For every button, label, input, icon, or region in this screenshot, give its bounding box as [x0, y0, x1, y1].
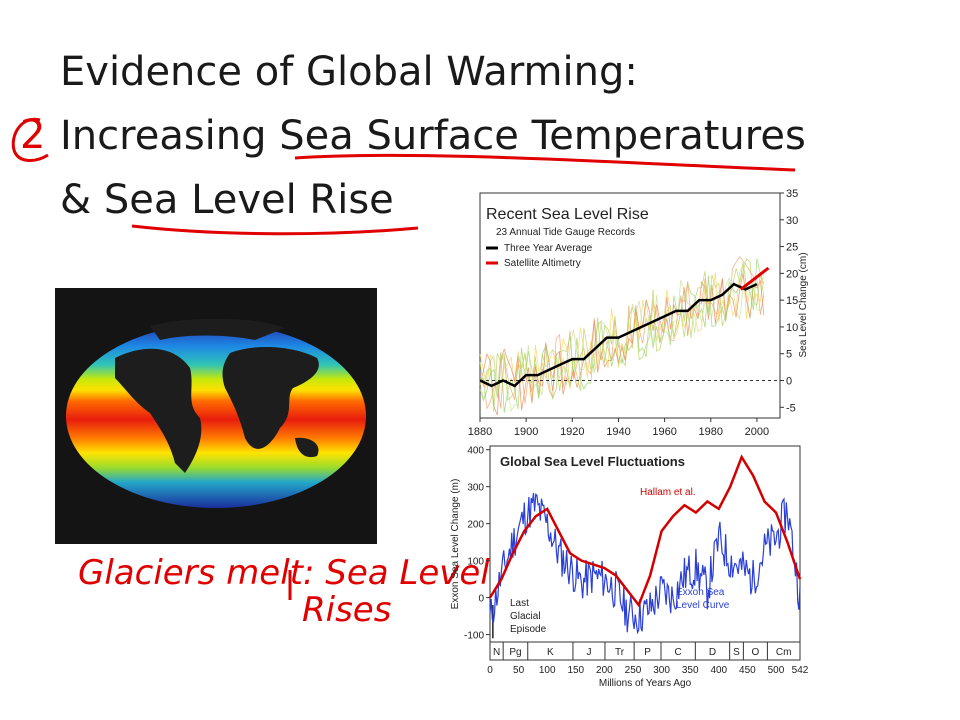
chart2-period-label: N — [493, 647, 500, 658]
chart1-ytick: 25 — [786, 242, 798, 254]
chart2-xtick: 350 — [682, 665, 699, 676]
chart2-period-label: J — [586, 647, 591, 658]
tide-gauge-record — [479, 277, 765, 413]
chart2-ytick: 100 — [467, 557, 484, 568]
handwritten-note-line2: Rises — [302, 590, 392, 630]
chart2-ytick: 300 — [467, 483, 484, 494]
chart1-xtick: 2000 — [745, 426, 769, 438]
chart2-label-exxon-1: Exxon Sea — [676, 587, 725, 598]
chart2-annot-3: Episode — [510, 624, 547, 635]
chart2-period-label: C — [675, 647, 682, 658]
title-line-1: Evidence of Global Warming: — [60, 49, 638, 95]
chart2-xtick: 542 — [792, 665, 809, 676]
chart1-legend-avg: Three Year Average — [504, 243, 593, 254]
series-satellite-altimetry — [739, 266, 770, 291]
chart2-xtick: 0 — [487, 665, 493, 676]
chart2-period-label: Pg — [509, 647, 521, 658]
chart2-xlabel: Millions of Years Ago — [599, 678, 692, 689]
chart2-xtick: 150 — [567, 665, 584, 676]
title-line-3: & Sea Level Rise — [60, 177, 394, 223]
chart2-period-label: O — [751, 647, 759, 658]
chart2-xtick: 100 — [539, 665, 556, 676]
chart1-title: Recent Sea Level Rise — [486, 206, 649, 223]
sea-surface-temperature-map — [55, 288, 377, 544]
chart2-period-label: Tr — [615, 647, 625, 658]
chart2-period-label: S — [733, 647, 740, 658]
chart2-period-label: P — [644, 647, 651, 658]
chart2-period-label: D — [709, 647, 716, 658]
chart1-legend-satellite: Satellite Altimetry — [504, 258, 581, 269]
chart2-annot-2: Glacial — [510, 611, 541, 622]
title-line-2: Increasing Sea Surface Temperatures — [60, 113, 806, 159]
chart1-ytick: 35 — [786, 188, 798, 200]
chart2-label-hallam: Hallam et al. — [640, 487, 696, 498]
tide-gauge-record — [479, 258, 765, 412]
chart1-xtick: 1960 — [652, 426, 676, 438]
chart1-xtick: 1980 — [699, 426, 723, 438]
chart2-xtick: 400 — [710, 665, 727, 676]
chart1-xtick: 1920 — [560, 426, 584, 438]
chart2-xtick: 50 — [513, 665, 525, 676]
chart2-ylabel: Exxon Sea Level Change (m) — [450, 479, 461, 610]
chart1-xtick: 1900 — [514, 426, 538, 438]
series-hallam-et-al — [488, 454, 802, 608]
chart1-ytick: 30 — [786, 215, 798, 227]
chart1-xtick: 1940 — [606, 426, 630, 438]
chart2-title: Global Sea Level Fluctuations — [500, 454, 685, 469]
chart2-label-exxon-2: Level Curve — [676, 600, 730, 611]
chart2-period-label: Cm — [776, 647, 792, 658]
chart2-xtick: 500 — [768, 665, 785, 676]
chart1-ytick: 15 — [786, 295, 798, 307]
chart2-xtick: 450 — [739, 665, 756, 676]
chart2-ytick: -100 — [464, 631, 484, 642]
annotation-numeral: 2 — [20, 112, 46, 158]
chart2-xtick: 250 — [625, 665, 642, 676]
chart2-annot-1: Last — [510, 598, 529, 609]
global-sea-level-fluctuations-chart: Global Sea Level Fluctuations Hallam et … — [450, 445, 809, 689]
chart1-ytick: 10 — [786, 322, 798, 334]
chart1-subtitle: 23 Annual Tide Gauge Records — [496, 227, 635, 238]
chart1-ytick: -5 — [786, 402, 796, 414]
chart2-ytick: 0 — [478, 594, 484, 605]
slide-title: Evidence of Global Warming: Increasing S… — [60, 40, 806, 232]
chart2-ytick: 200 — [467, 520, 484, 531]
chart2-ytick: 400 — [467, 446, 484, 457]
chart1-ylabel: Sea Level Change (cm) — [798, 252, 809, 357]
chart2-xtick: 300 — [653, 665, 670, 676]
recent-sea-level-rise-chart: Recent Sea Level Rise 23 Annual Tide Gau… — [468, 188, 809, 438]
chart2-xtick: 200 — [596, 665, 613, 676]
chart1-xtick: 1880 — [468, 426, 492, 438]
series-exxon-sea-level-curve — [489, 492, 801, 635]
chart1-ytick: 0 — [786, 376, 792, 388]
tide-gauge-record — [479, 258, 765, 413]
handwritten-note-line1: Glaciers melt: Sea Level — [78, 553, 490, 593]
chart2-period-label: K — [547, 647, 554, 658]
chart1-ytick: 20 — [786, 268, 798, 280]
series-three-year-average — [479, 282, 758, 388]
chart1-ytick: 5 — [786, 349, 792, 361]
